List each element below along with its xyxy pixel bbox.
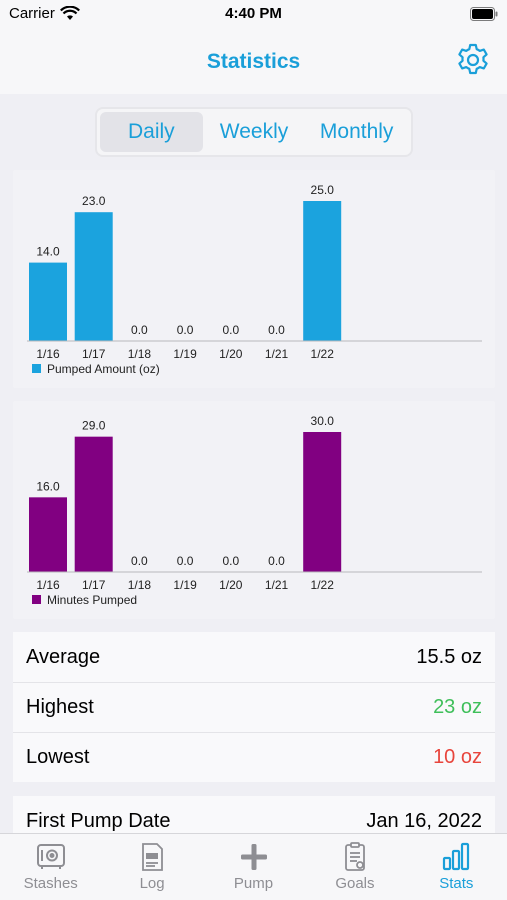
x-tick-label: 1/19	[173, 578, 197, 592]
lowest-row: Lowest 10 oz	[13, 732, 495, 782]
tab-stats-label: Stats	[439, 875, 474, 892]
data-label: 0.0	[222, 323, 239, 337]
average-value: 15.5 oz	[416, 645, 482, 668]
highest-value: 23 oz	[433, 696, 482, 718]
data-label: 0.0	[131, 554, 148, 568]
average-label: Average	[26, 645, 101, 668]
log-icon	[142, 843, 164, 871]
first-pump-row: First Pump Date Jan 16, 2022	[13, 796, 495, 846]
tab-goals-label: Goals	[335, 875, 375, 892]
tab-goals[interactable]: Goals	[304, 834, 405, 900]
x-tick-label: 1/22	[311, 347, 335, 361]
x-tick-label: 1/17	[82, 347, 106, 361]
segment-daily[interactable]: Daily	[100, 112, 203, 152]
bar-1-16	[29, 262, 67, 341]
first-pump-label: First Pump Date	[26, 809, 171, 832]
x-tick-label: 1/16	[36, 578, 60, 592]
clock: 4:40 PM	[225, 5, 282, 22]
highest-row: Highest 23 oz	[13, 682, 495, 732]
legend-swatch	[32, 595, 41, 604]
data-label: 25.0	[311, 183, 335, 197]
tab-stashes-label: Stashes	[23, 875, 78, 892]
x-tick-label: 1/20	[219, 347, 243, 361]
tab-stats[interactable]: Stats	[406, 834, 507, 900]
bar-chart-icon	[443, 842, 470, 871]
carrier-label: Carrier	[9, 5, 55, 22]
period-segmented-control: Daily Weekly Monthly	[95, 107, 413, 157]
data-label: 30.0	[311, 414, 335, 428]
tab-stashes[interactable]: Stashes	[0, 834, 101, 900]
tab-pump[interactable]: Pump	[203, 834, 304, 900]
lowest-label: Lowest	[26, 746, 90, 768]
status-bar: Carrier 4:40 PM	[0, 0, 507, 28]
pumped-amount-chart: 14.0 1/16 23.0 1/17 0.0 1/18 0.0 1/19 0.0 1/20 0.0…	[13, 170, 495, 388]
lowest-value: 10 oz	[433, 746, 482, 768]
data-label: 0.0	[222, 554, 239, 568]
x-tick-label: 1/16	[36, 347, 60, 361]
legend-swatch	[32, 364, 41, 373]
tab-log-label: Log	[139, 875, 165, 892]
x-tick-label: 1/18	[128, 578, 152, 592]
minutes-pumped-chart: 16.0 1/16 29.0 1/17 0.0 1/18 0.0 1/19 0.0 1/20 0.0…	[13, 401, 495, 619]
x-tick-label: 1/19	[173, 347, 197, 361]
x-tick-label: 1/20	[219, 578, 243, 592]
checklist-icon	[345, 842, 365, 871]
legend-label: Minutes Pumped	[47, 593, 137, 607]
battery-icon	[470, 7, 498, 21]
safe-icon	[36, 844, 65, 869]
wifi-icon	[60, 6, 80, 20]
bar-1-17	[74, 436, 113, 572]
data-label: 0.0	[268, 323, 285, 337]
tab-bar: Stashes Log Pump	[0, 833, 507, 900]
data-label: 0.0	[131, 323, 148, 337]
data-label: 29.0	[82, 419, 106, 433]
data-label: 0.0	[177, 554, 194, 568]
stats-summary: Average 15.5 oz Highest 23 oz Lowest 10 …	[13, 632, 495, 782]
bar-1-16	[29, 497, 67, 572]
data-label: 16.0	[36, 479, 60, 493]
bar-1-22	[303, 201, 342, 341]
gear-icon[interactable]	[455, 42, 491, 78]
tab-pump-label: Pump	[233, 875, 274, 892]
data-label: 0.0	[177, 323, 194, 337]
data-label: 14.0	[36, 245, 60, 259]
x-tick-label: 1/17	[82, 578, 106, 592]
segment-weekly[interactable]: Weekly	[219, 120, 289, 143]
legend-label: Pumped Amount (oz)	[47, 362, 160, 376]
x-tick-label: 1/21	[265, 578, 289, 592]
first-pump-value: Jan 16, 2022	[366, 809, 482, 832]
highest-label: Highest	[26, 696, 94, 718]
bar-1-22	[303, 432, 342, 572]
minutes-pumped-chart-svg: 16.0 1/16 29.0 1/17 0.0 1/18 0.0 1/19 0.0 1/20 0.0…	[27, 414, 482, 607]
x-tick-label: 1/18	[128, 347, 152, 361]
pumped-amount-chart-svg: 14.0 1/16 23.0 1/17 0.0 1/18 0.0 1/19 0.0 1/20 0.0…	[27, 183, 482, 376]
tab-log[interactable]: Log	[101, 834, 202, 900]
page-title: Statistics	[206, 50, 301, 73]
segment-monthly[interactable]: Monthly	[319, 120, 394, 143]
data-label: 23.0	[82, 194, 106, 208]
data-label: 0.0	[268, 554, 285, 568]
x-tick-label: 1/21	[265, 347, 289, 361]
average-row: Average 15.5 oz	[13, 632, 495, 682]
bar-1-17	[74, 212, 113, 341]
plus-icon	[240, 844, 267, 870]
navigation-bar: Statistics	[0, 28, 507, 94]
x-tick-label: 1/22	[311, 578, 335, 592]
